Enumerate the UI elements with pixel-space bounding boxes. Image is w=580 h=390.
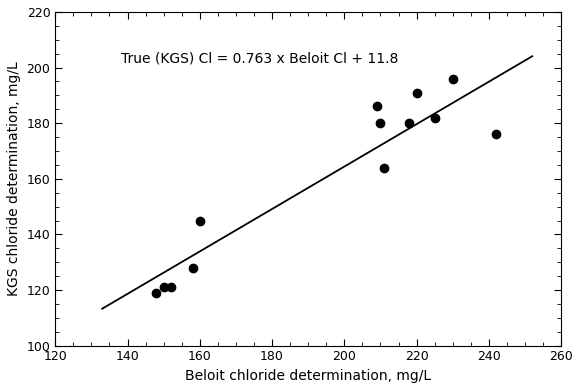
- Point: [379, 165, 389, 171]
- Point: [448, 76, 458, 82]
- Point: [376, 120, 385, 126]
- Point: [430, 115, 439, 121]
- Point: [159, 284, 168, 291]
- Point: [372, 103, 382, 110]
- Point: [412, 89, 421, 96]
- Point: [166, 284, 176, 291]
- Text: True (KGS) Cl = 0.763 x Beloit Cl + 11.8: True (KGS) Cl = 0.763 x Beloit Cl + 11.8: [121, 52, 398, 66]
- Point: [405, 120, 414, 126]
- Point: [491, 131, 501, 137]
- X-axis label: Beloit chloride determination, mg/L: Beloit chloride determination, mg/L: [185, 369, 432, 383]
- Point: [152, 290, 161, 296]
- Point: [188, 265, 197, 271]
- Y-axis label: KGS chloride determination, mg/L: KGS chloride determination, mg/L: [7, 61, 21, 296]
- Point: [195, 217, 204, 223]
